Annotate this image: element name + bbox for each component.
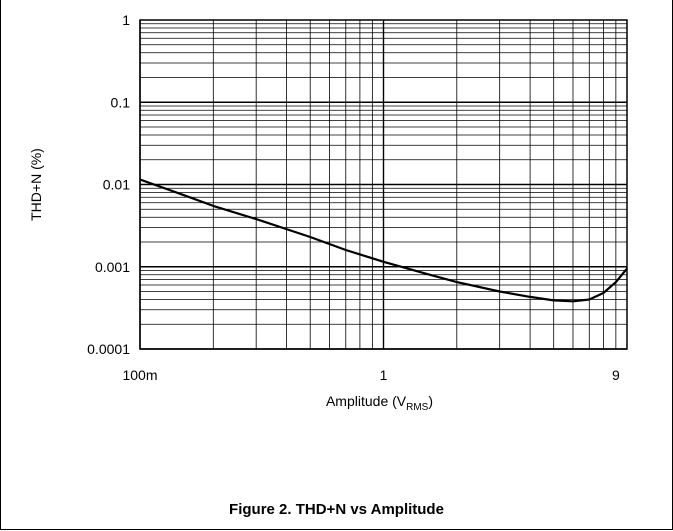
y-tick-label: 0.0001 — [87, 341, 130, 357]
y-tick-label: 0.001 — [95, 259, 130, 275]
y-tick-label: 0.01 — [103, 177, 130, 193]
x-tick-label: 100m — [122, 367, 157, 383]
thd-amplitude-chart: 1 0.1 0.01 0.001 0.0001 100m 1 9 THD+N (%) Amp… — [28, 12, 628, 413]
y-tick-labels: 1 0.1 0.01 0.001 0.0001 — [87, 12, 130, 357]
y-tick-label: 1 — [122, 12, 130, 28]
series-layer — [139, 178, 628, 303]
x-axis-title: Amplitude (VRMS) — [326, 393, 433, 413]
figure-caption: Figure 2. THD+N vs Amplitude — [229, 501, 444, 518]
series-line-1 — [139, 178, 628, 303]
x-tick-label: 9 — [612, 367, 620, 383]
plot-area-border — [139, 19, 628, 350]
y-tick-label: 0.1 — [111, 94, 131, 110]
y-axis-title: THD+N (%) — [28, 148, 44, 221]
x-tick-label: 1 — [380, 367, 388, 383]
x-tick-labels: 100m 1 9 — [122, 367, 619, 383]
